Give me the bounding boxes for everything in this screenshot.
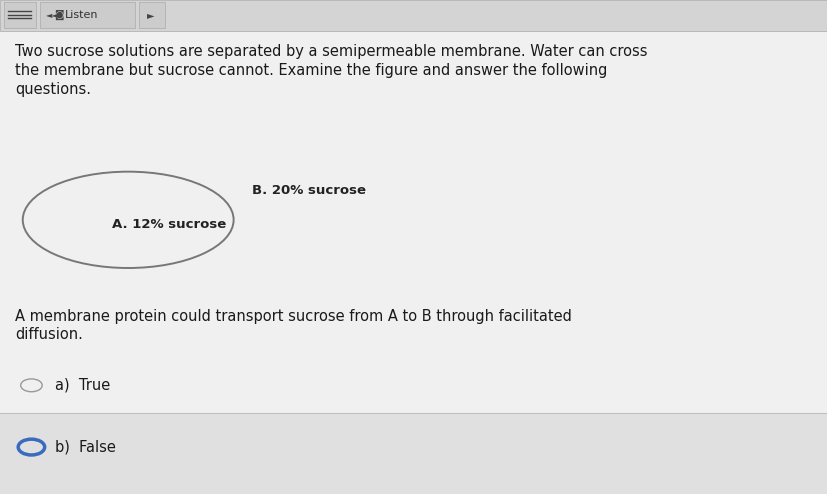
FancyBboxPatch shape [4, 2, 36, 28]
FancyBboxPatch shape [0, 413, 827, 494]
Text: b)  False: b) False [55, 440, 116, 454]
Text: ►: ► [147, 10, 155, 20]
Text: questions.: questions. [15, 82, 91, 97]
Text: A membrane protein could transport sucrose from A to B through facilitated: A membrane protein could transport sucro… [15, 309, 571, 324]
FancyBboxPatch shape [139, 2, 165, 28]
Text: a)  True: a) True [55, 378, 110, 393]
Ellipse shape [23, 171, 233, 268]
Text: ◙: ◙ [54, 10, 63, 20]
Text: the membrane but sucrose cannot. Examine the figure and answer the following: the membrane but sucrose cannot. Examine… [15, 63, 607, 78]
Circle shape [18, 439, 45, 455]
Text: ◄◄: ◄◄ [46, 10, 60, 19]
FancyBboxPatch shape [0, 0, 827, 31]
Text: B. 20% sucrose: B. 20% sucrose [252, 184, 366, 197]
Text: diffusion.: diffusion. [15, 327, 83, 342]
Text: Two sucrose solutions are separated by a semipermeable membrane. Water can cross: Two sucrose solutions are separated by a… [15, 44, 648, 59]
Text: A. 12% sucrose: A. 12% sucrose [112, 218, 226, 231]
Circle shape [21, 379, 42, 392]
Text: Listen: Listen [65, 10, 98, 20]
FancyBboxPatch shape [40, 2, 135, 28]
